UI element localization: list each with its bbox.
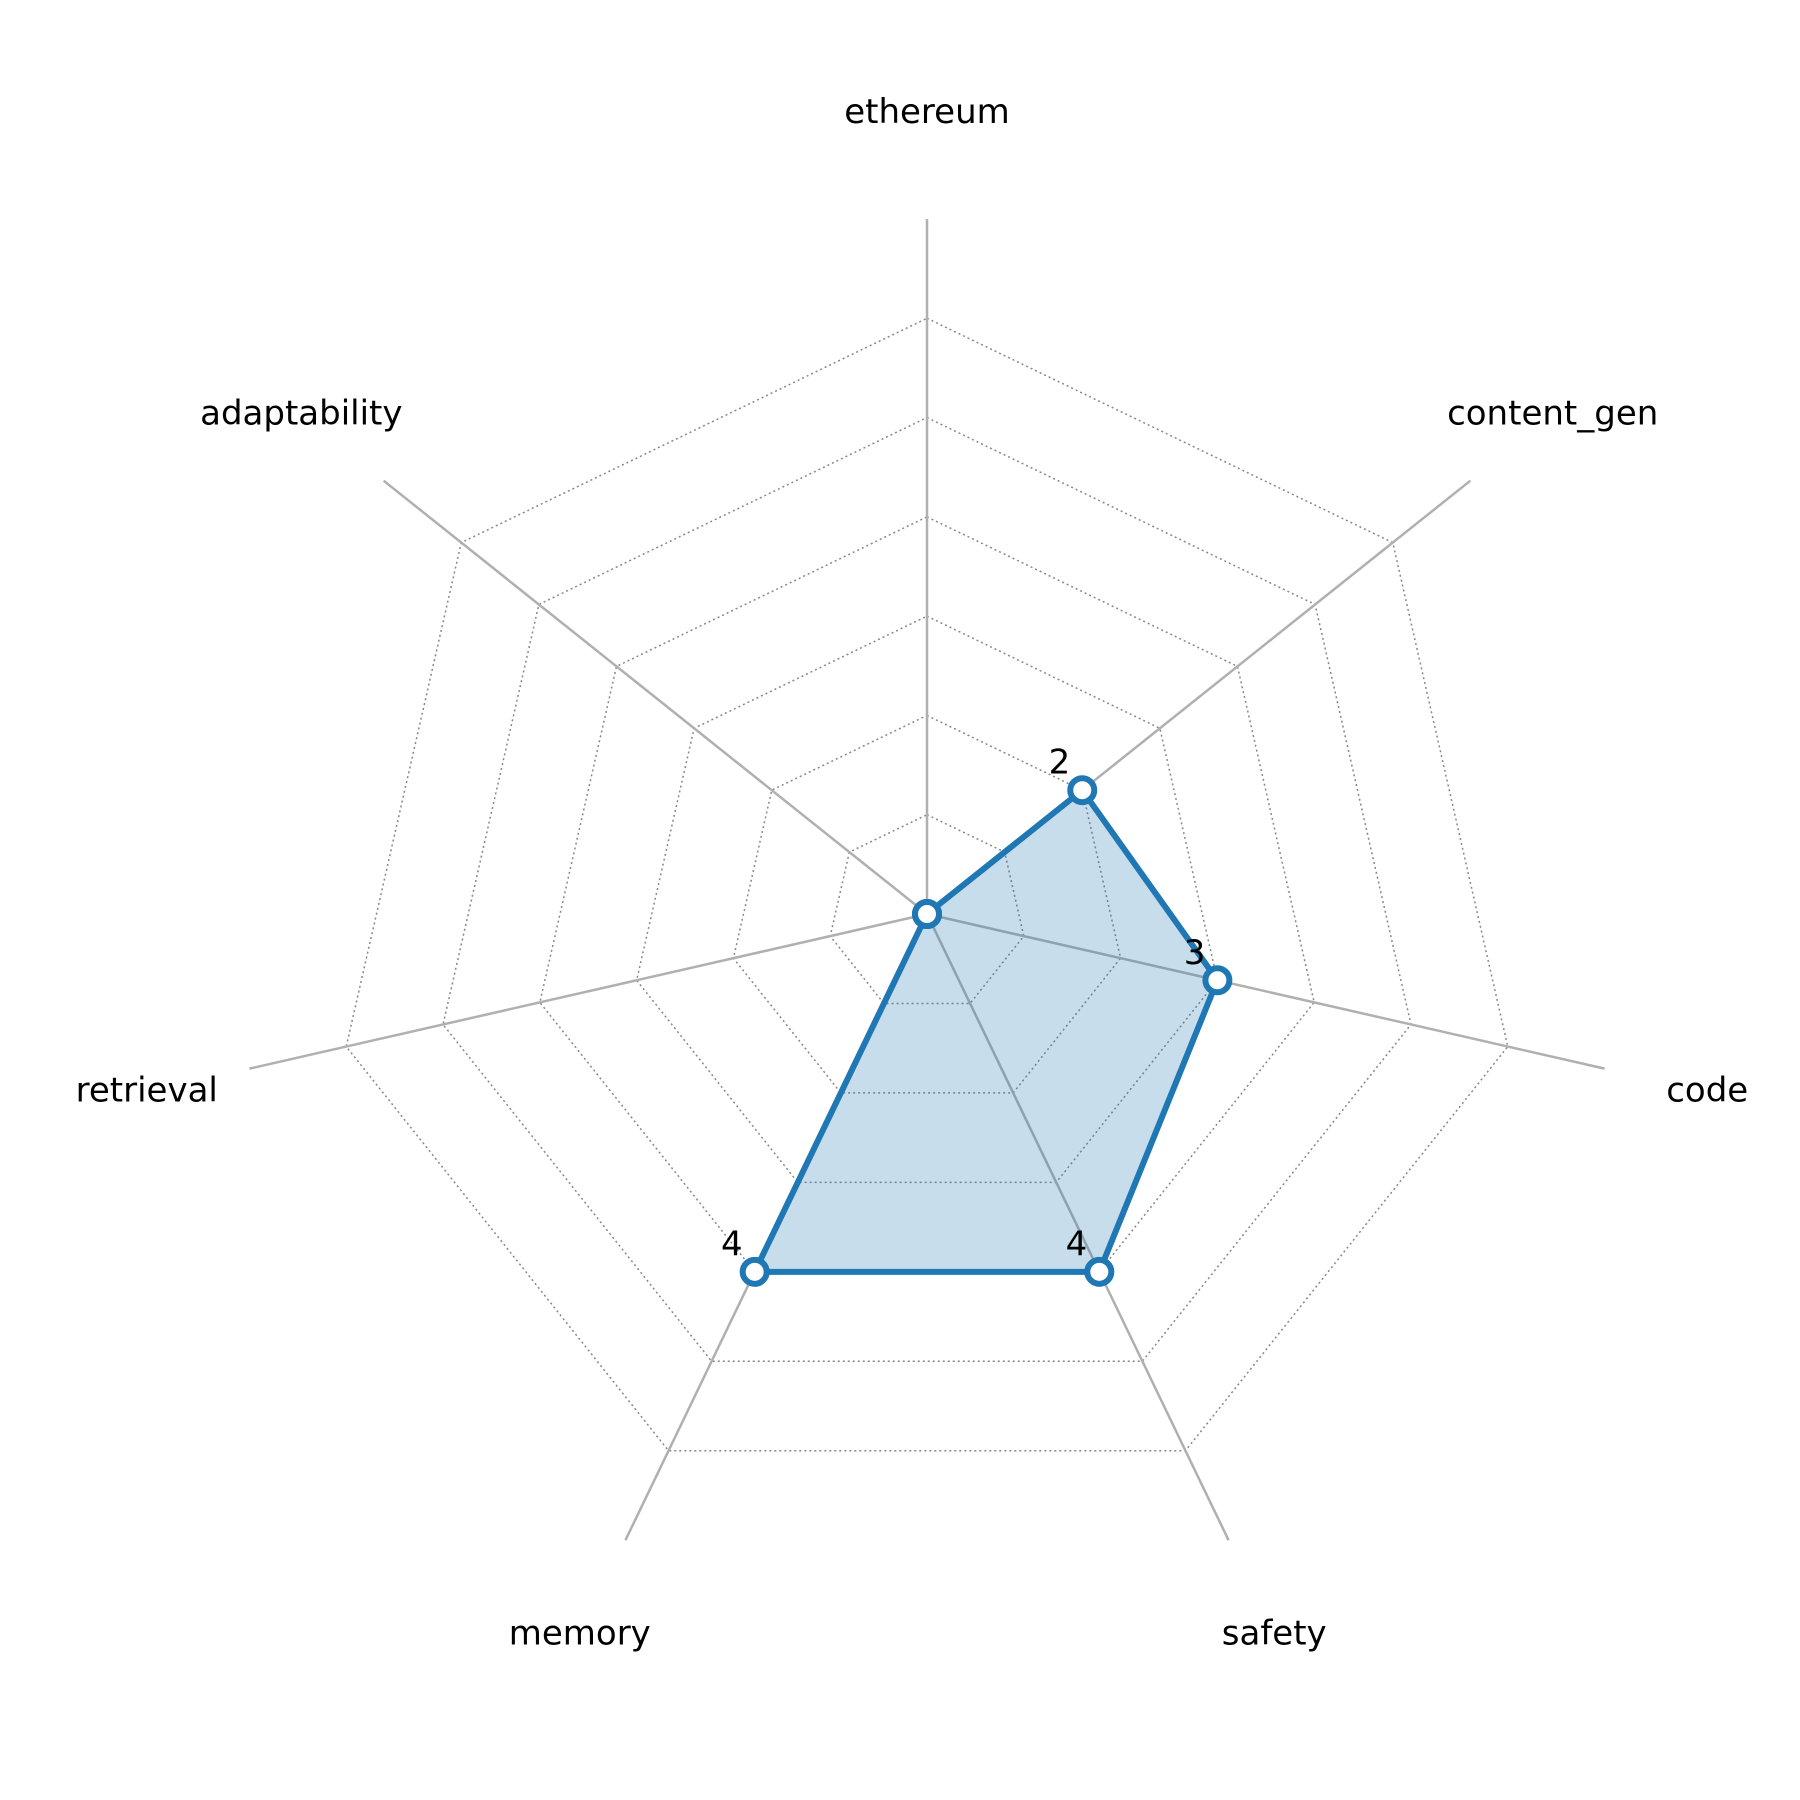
grid-ring xyxy=(732,714,1122,1094)
point-marker xyxy=(739,1256,770,1287)
data-label: 3 xyxy=(1184,933,1206,973)
grid-ring xyxy=(829,813,1025,1005)
data-label: 4 xyxy=(721,1224,743,1264)
data-label: 2 xyxy=(1049,743,1071,783)
point-marker xyxy=(912,899,942,929)
axis-label: retrieval xyxy=(76,1071,218,1111)
axis-label: adaptability xyxy=(200,394,402,434)
axis-spoke xyxy=(249,912,928,1070)
grid-ring xyxy=(635,615,1219,1184)
axis-label: memory xyxy=(509,1614,651,1654)
axis-spoke xyxy=(925,913,1230,1541)
grid-ring xyxy=(345,317,1509,1452)
axis-label: content_gen xyxy=(1447,394,1658,434)
axis-spoke xyxy=(926,912,1605,1070)
axis-spoke xyxy=(382,479,928,915)
axis-label: ethereum xyxy=(844,92,1010,132)
point-marker xyxy=(1067,775,1098,806)
point-marker xyxy=(1084,1256,1115,1287)
series-area xyxy=(751,787,1221,1275)
data-label: 4 xyxy=(1066,1224,1088,1264)
axis-label: safety xyxy=(1222,1614,1327,1654)
point-marker xyxy=(1202,965,1233,996)
axis-label: code xyxy=(1666,1071,1748,1111)
